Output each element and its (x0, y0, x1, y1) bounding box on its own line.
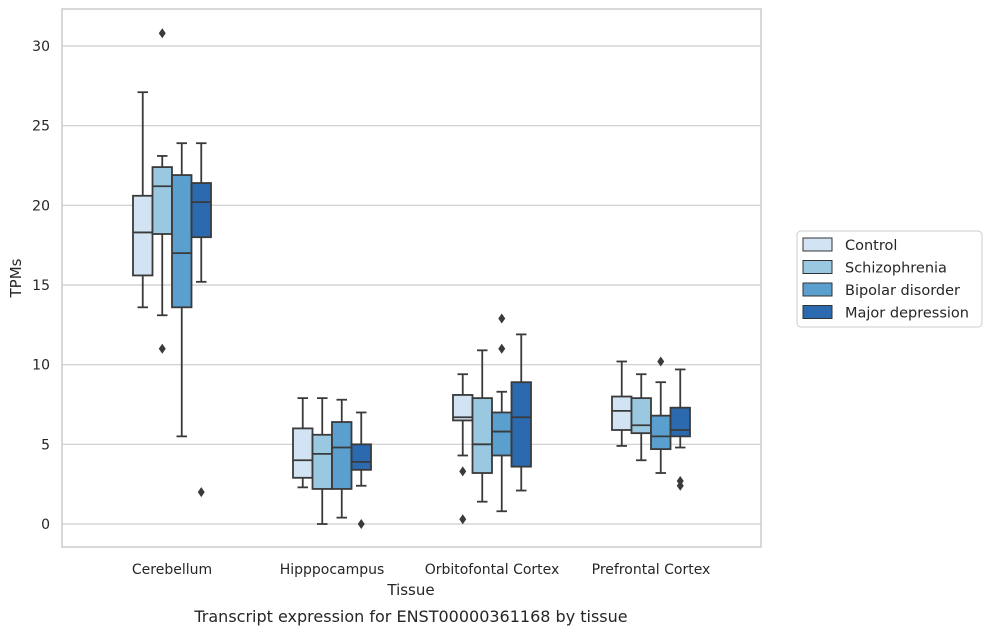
box-control-orbitofontal-cortex (452, 373, 474, 525)
outlier-point (657, 356, 665, 367)
box-body (510, 381, 532, 468)
box-schizophrenia-orbitofontal-cortex (471, 349, 493, 503)
box-body (491, 411, 513, 457)
box-major-depression-orbitofontal-cortex (510, 333, 532, 492)
box-major-depression-prefrontal-cortex (669, 368, 691, 491)
box-bipolar-disorder-prefrontal-cortex (650, 356, 672, 474)
legend-swatch (802, 305, 833, 319)
x-tick-label: Prefrontal Cortex (592, 562, 711, 578)
legend-label: Control (845, 238, 897, 254)
x-tick-label: Hipppocampus (280, 562, 385, 578)
box-body (471, 397, 493, 474)
chart-caption: Transcript expression for ENST0000036116… (193, 607, 627, 626)
box-schizophrenia-cerebellum (151, 28, 173, 354)
legend: Control Schizophrenia Bipolar disorder Majo… (796, 230, 983, 328)
outlier-point (357, 519, 365, 529)
box-schizophrenia-hipppocampus (311, 397, 333, 525)
legend-swatch (802, 237, 833, 252)
x-tick-label: Orbitofontal Cortex (425, 562, 560, 578)
grid-lines (62, 45, 761, 525)
box-body (132, 194, 154, 277)
x-axis-label: Tissue (386, 581, 434, 599)
outlier-point (498, 313, 506, 324)
box-body (611, 395, 633, 431)
box-body (171, 174, 193, 309)
x-axis-ticks: Cerebellum Hipppocampus Orbitofontal Corte… (132, 562, 710, 578)
y-tick-label: 5 (41, 437, 50, 453)
legend-swatch (802, 260, 833, 274)
outlier-point (158, 28, 166, 39)
y-tick-label: 10 (32, 358, 50, 374)
outlier-point (459, 466, 467, 477)
y-tick-label: 30 (32, 39, 50, 55)
legend-label: Bipolar disorder (845, 283, 960, 299)
box-body (669, 406, 691, 438)
box-body (292, 427, 314, 479)
box-body (311, 433, 333, 490)
box-bipolar-disorder-orbitofontal-cortex (491, 313, 513, 513)
box-body (350, 443, 372, 471)
box-body (650, 414, 672, 451)
box-body (151, 166, 173, 235)
box-control-prefrontal-cortex (611, 360, 633, 447)
box-body (630, 397, 652, 435)
y-tick-label: 0 (41, 517, 50, 533)
box-control-cerebellum (132, 91, 154, 309)
box-body (331, 421, 353, 490)
x-tick-label: Cerebellum (132, 562, 212, 578)
box-major-depression-hipppocampus (350, 411, 372, 529)
y-tick-label: 25 (32, 119, 50, 135)
legend-label: Major depression (845, 306, 969, 322)
legend-label: Schizophrenia (845, 261, 947, 277)
outlier-point (158, 343, 166, 354)
outlier-point (676, 480, 684, 491)
y-tick-label: 20 (32, 198, 50, 214)
box-bipolar-disorder-hipppocampus (331, 398, 353, 519)
y-axis-label: TPMs (7, 258, 25, 298)
y-axis-ticks: 0 5 10 15 20 25 30 (32, 39, 50, 533)
outlier-point (197, 487, 205, 498)
outlier-point (459, 514, 467, 525)
legend-swatch (802, 282, 833, 297)
box-control-hipppocampus (292, 397, 314, 489)
box-groups (132, 28, 691, 529)
legend-frame (796, 230, 983, 328)
box-schizophrenia-prefrontal-cortex (630, 373, 652, 462)
box-body (190, 182, 212, 239)
box-major-depression-cerebellum (190, 142, 212, 498)
box-bipolar-disorder-cerebellum (171, 142, 193, 438)
outlier-point (498, 343, 506, 354)
y-tick-label: 15 (32, 278, 50, 294)
plot-area-frame (61, 8, 762, 548)
